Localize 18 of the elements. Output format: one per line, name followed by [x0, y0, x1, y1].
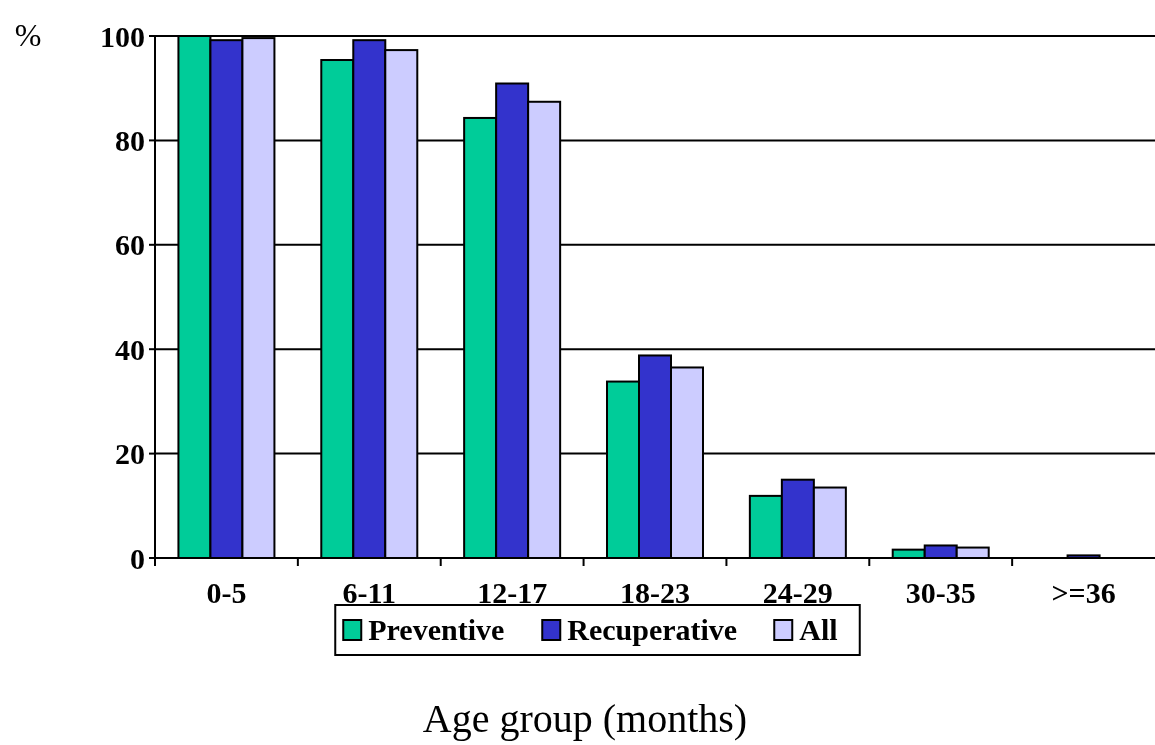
- x-tick-label: 12-17: [477, 576, 548, 609]
- legend-label: All: [799, 613, 838, 646]
- x-tick-label: 24-29: [762, 576, 833, 609]
- y-tick-label: 40: [115, 332, 145, 366]
- legend-label: Recuperative: [567, 613, 738, 646]
- y-axis-title: %: [14, 17, 42, 53]
- y-tick-label: 0: [130, 541, 145, 575]
- y-tick-label: 80: [115, 123, 145, 157]
- x-tick-label: >=36: [1051, 576, 1116, 609]
- x-axis-title: Age group (months): [422, 696, 748, 741]
- y-tick-label: 100: [100, 19, 145, 53]
- y-tick-label: 60: [115, 228, 145, 262]
- legend-label: Preventive: [368, 613, 505, 646]
- x-tick-label: 30-35: [905, 576, 976, 609]
- x-tick-label: 18-23: [620, 576, 690, 609]
- x-tick-label: 0-5: [206, 576, 247, 609]
- x-tick-label: 6-11: [342, 576, 396, 609]
- y-tick-label: 20: [115, 437, 145, 471]
